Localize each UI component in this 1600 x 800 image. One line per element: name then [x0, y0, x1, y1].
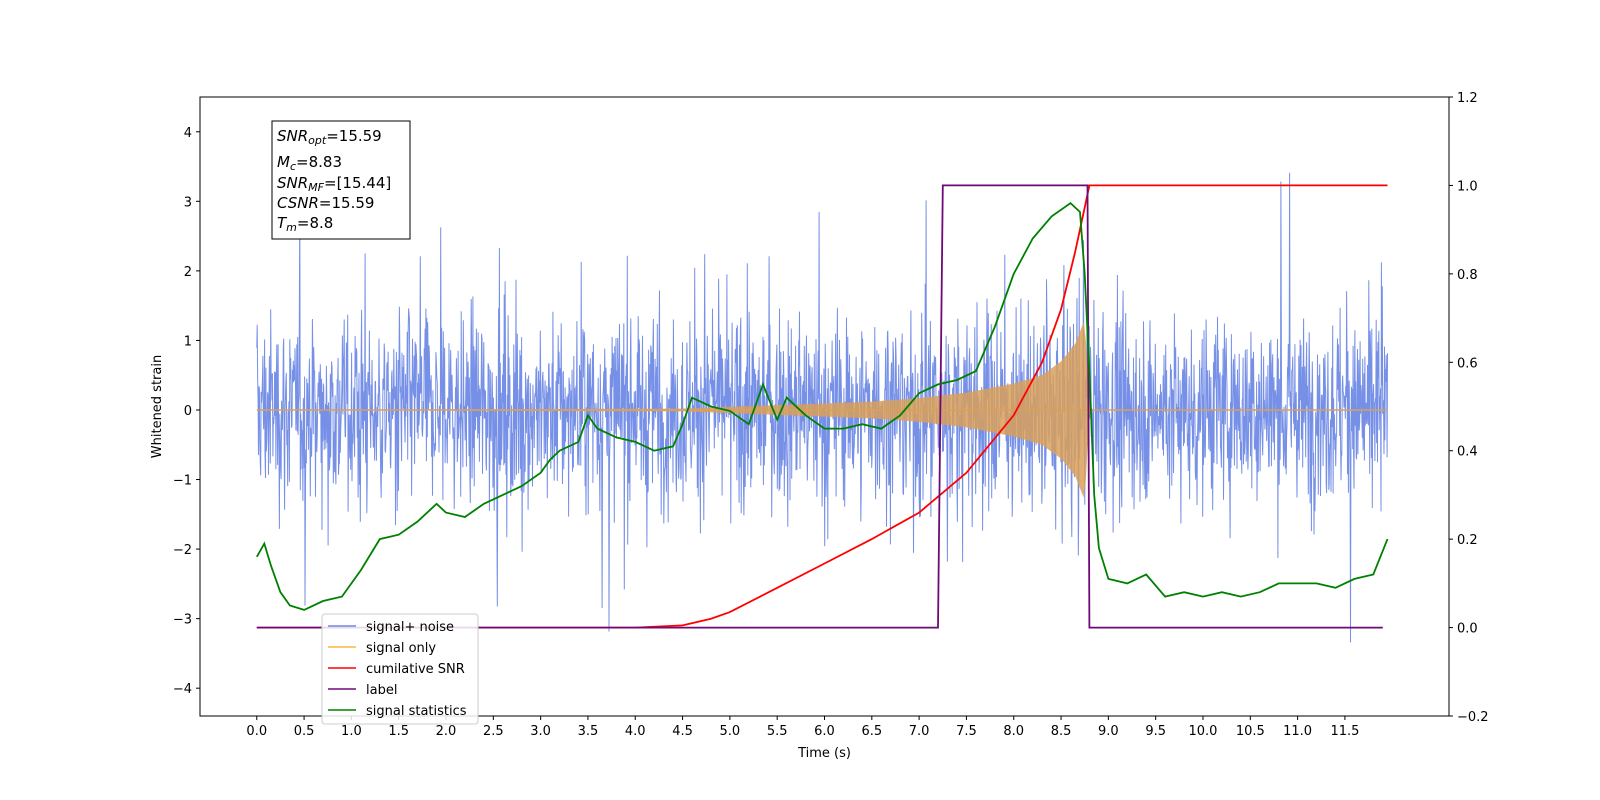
x-tick-label: 9.0 [1098, 724, 1119, 739]
legend-label-signal-noise: signal+ noise [366, 620, 454, 635]
y-tick-label: −4 [173, 682, 192, 697]
cumulative-snr-line [256, 184, 1388, 629]
x-tick-label: 6.5 [861, 724, 882, 739]
legend-label-cumulative-snr: cumilative SNR [366, 662, 465, 677]
signal-noise-series [256, 172, 1388, 643]
y-tick-label: 1 [184, 334, 192, 349]
x-tick-label: 0.0 [246, 724, 267, 739]
x-tick-label: 4.0 [625, 724, 646, 739]
y2-tick-label: 0.8 [1457, 268, 1478, 283]
x-tick-label: 10.0 [1189, 724, 1218, 739]
x-tick-label: 4.5 [672, 724, 693, 739]
y2-tick-label: 0.0 [1457, 622, 1478, 637]
x-tick-label: 9.5 [1145, 724, 1166, 739]
y-tick-label: −1 [173, 474, 192, 489]
info-box: SNRopt=15.59 Mc=8.83 SNRMF=[15.44] CSNR=… [271, 120, 411, 240]
legend-label-statistics: signal statistics [366, 704, 467, 719]
x-tick-label: 3.0 [530, 724, 551, 739]
x-axis-ticks: 0.0 0.5 1.0 1.5 2.0 2.5 3.0 3.5 4.0 4.5 5.0 5.5 6.0 6… [246, 716, 1359, 739]
legend-label-signal-only: signal only [366, 641, 436, 656]
y-axis-label: Whitened strain [150, 355, 165, 458]
legend-label-label: label [366, 683, 397, 698]
x-tick-label: 11.5 [1330, 724, 1359, 739]
x-tick-label: 2.5 [483, 724, 504, 739]
x-tick-label: 7.5 [956, 724, 977, 739]
x-tick-label: 7.0 [909, 724, 930, 739]
y2-tick-label: 0.2 [1457, 533, 1478, 548]
y-tick-label: 2 [184, 265, 192, 280]
info-snr-opt: SNRopt=15.59 [277, 127, 382, 147]
y-tick-label: 3 [184, 195, 192, 210]
signal-only-series [256, 322, 1388, 498]
y2-tick-label: 0.4 [1457, 445, 1478, 460]
x-tick-label: 5.5 [767, 724, 788, 739]
y2-tick-label: 1.0 [1457, 179, 1478, 194]
info-csnr: CSNR=15.59 [277, 194, 374, 212]
x-tick-label: 8.0 [1003, 724, 1024, 739]
y2-axis-ticks: −0.2 0.0 0.2 0.4 0.6 0.8 1.0 1.2 [1449, 91, 1489, 725]
x-tick-label: 0.5 [294, 724, 315, 739]
line-series-group [256, 184, 1389, 629]
y-tick-label: 0 [184, 404, 192, 419]
info-snr-mf: SNRMF=[15.44] [277, 174, 391, 194]
x-tick-label: 11.0 [1283, 724, 1312, 739]
x-tick-label: 8.5 [1051, 724, 1072, 739]
y-axis-ticks: −4 −3 −2 −1 0 1 2 3 4 [173, 126, 200, 697]
signal-noise-line [256, 172, 1388, 643]
y-tick-label: 4 [184, 126, 192, 141]
y-tick-label: −2 [173, 543, 192, 558]
x-axis-label: Time (s) [797, 746, 851, 761]
y2-tick-label: −0.2 [1457, 710, 1489, 725]
y2-tick-label: 0.6 [1457, 356, 1478, 371]
info-mc: Mc=8.83 [277, 153, 342, 173]
x-tick-label: 3.5 [578, 724, 599, 739]
x-tick-label: 5.0 [720, 724, 741, 739]
legend: signal+ noise signal only cumilative SNR… [321, 613, 479, 725]
x-tick-label: 1.0 [341, 724, 362, 739]
x-tick-label: 2.0 [436, 724, 457, 739]
x-tick-label: 10.5 [1236, 724, 1265, 739]
signal-statistics-line [256, 201, 1389, 611]
x-tick-label: 6.0 [814, 724, 835, 739]
label-line [256, 184, 1383, 629]
x-tick-label: 1.5 [388, 724, 409, 739]
y-tick-label: −3 [173, 613, 192, 628]
info-tm: Tm=8.8 [277, 214, 333, 234]
y2-tick-label: 1.2 [1457, 91, 1478, 106]
